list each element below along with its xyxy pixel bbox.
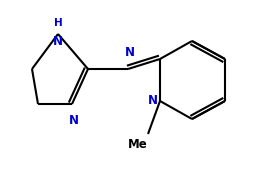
Text: N: N <box>53 35 63 48</box>
Text: H: H <box>54 18 62 28</box>
Text: N: N <box>148 93 158 106</box>
Text: Me: Me <box>128 138 148 151</box>
Text: N: N <box>125 46 135 59</box>
Text: N: N <box>69 114 79 127</box>
